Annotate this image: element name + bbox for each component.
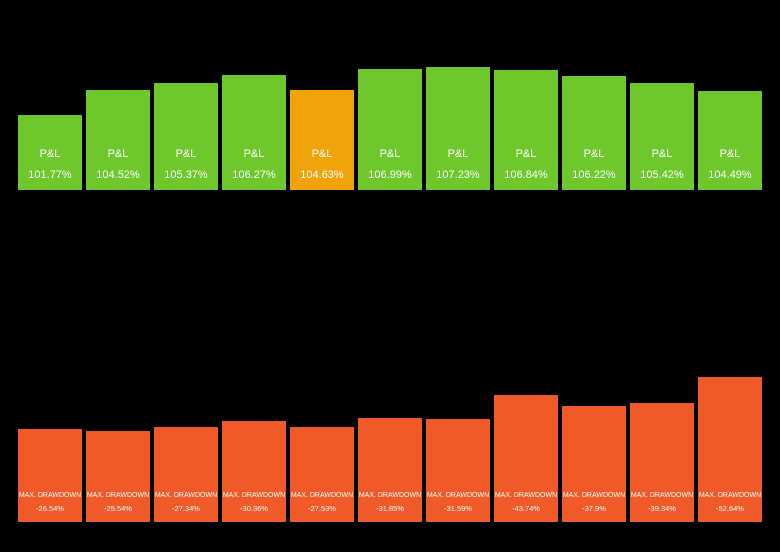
- pnl-bar: P&L 106.27%: [222, 75, 286, 190]
- pnl-bar-label: P&L: [108, 147, 129, 161]
- pnl-bar: P&L 104.52%: [86, 90, 150, 190]
- drawdown-bar: MAX. DRAWDOWN -31.85%: [358, 418, 422, 522]
- pnl-bar-label: P&L: [448, 147, 469, 161]
- pnl-bar-label: P&L: [584, 147, 605, 161]
- pnl-bar-value: 106.84%: [504, 168, 547, 182]
- drawdown-bar-value: -27.53%: [308, 504, 336, 514]
- pnl-bar-value: 105.42%: [640, 168, 683, 182]
- pnl-bar-label: P&L: [380, 147, 401, 161]
- drawdown-bar-label: MAX. DRAWDOWN: [19, 491, 81, 500]
- pnl-bar-label: P&L: [40, 147, 61, 161]
- pnl-bar: P&L 106.84%: [494, 70, 558, 190]
- drawdown-bar-label: MAX. DRAWDOWN: [699, 491, 761, 500]
- pnl-bar-label: P&L: [720, 147, 741, 161]
- drawdown-bar-label: MAX. DRAWDOWN: [631, 491, 693, 500]
- pnl-bar: P&L 101.77%: [18, 115, 82, 190]
- drawdown-bar: MAX. DRAWDOWN -27.53%: [290, 427, 354, 522]
- pnl-bar: P&L 104.49%: [698, 91, 762, 190]
- drawdown-bar: MAX. DRAWDOWN -39.34%: [630, 403, 694, 522]
- drawdown-bar-value: -52.64%: [716, 504, 744, 514]
- drawdown-bar-value: -25.54%: [104, 504, 132, 514]
- drawdown-bar: MAX. DRAWDOWN -30.36%: [222, 421, 286, 522]
- pnl-bar: P&L 106.22%: [562, 76, 626, 190]
- pnl-bar-label: P&L: [312, 147, 333, 161]
- drawdown-bar-value: -39.34%: [648, 504, 676, 514]
- pnl-bar: P&L 106.99%: [358, 69, 422, 190]
- drawdown-bar-value: -30.36%: [240, 504, 268, 514]
- pnl-bar: P&L 105.37%: [154, 83, 218, 190]
- dual-bar-chart: P&L 101.77% P&L 104.52% P&L 105.37% P&L 106.27%…: [0, 0, 780, 552]
- pnl-bar-label: P&L: [176, 147, 197, 161]
- pnl-bar-label: P&L: [244, 147, 265, 161]
- drawdown-bar-label: MAX. DRAWDOWN: [563, 491, 625, 500]
- pnl-bar-value: 104.52%: [96, 168, 139, 182]
- drawdown-bar-value: -31.85%: [376, 504, 404, 514]
- pnl-bar-row: P&L 101.77% P&L 104.52% P&L 105.37% P&L 106.27%…: [18, 60, 762, 190]
- drawdown-bar-label: MAX. DRAWDOWN: [291, 491, 353, 500]
- pnl-bar-value: 106.99%: [368, 168, 411, 182]
- drawdown-bar-label: MAX. DRAWDOWN: [87, 491, 149, 500]
- drawdown-bar: MAX. DRAWDOWN -26.54%: [18, 429, 82, 522]
- pnl-bar: P&L 104.63%: [290, 90, 354, 191]
- drawdown-bar: MAX. DRAWDOWN -37.9%: [562, 406, 626, 522]
- drawdown-bar: MAX. DRAWDOWN -43.74%: [494, 395, 558, 522]
- pnl-bar-value: 106.22%: [572, 168, 615, 182]
- drawdown-bar-value: -43.74%: [512, 504, 540, 514]
- pnl-bar-value: 106.27%: [232, 168, 275, 182]
- pnl-bar-value: 104.63%: [300, 168, 343, 182]
- drawdown-bar-value: -27.34%: [172, 504, 200, 514]
- pnl-bar-label: P&L: [652, 147, 673, 161]
- drawdown-bar-value: -31.59%: [444, 504, 472, 514]
- drawdown-bar: MAX. DRAWDOWN -31.59%: [426, 419, 490, 522]
- drawdown-bar-label: MAX. DRAWDOWN: [495, 491, 557, 500]
- drawdown-bar-label: MAX. DRAWDOWN: [427, 491, 489, 500]
- drawdown-bar: MAX. DRAWDOWN -27.34%: [154, 427, 218, 522]
- drawdown-bar: MAX. DRAWDOWN -52.64%: [698, 377, 762, 522]
- pnl-bar: P&L 105.42%: [630, 83, 694, 190]
- drawdown-bar-row: MAX. DRAWDOWN -26.54% MAX. DRAWDOWN -25.54%…: [18, 362, 762, 522]
- pnl-bar: P&L 107.23%: [426, 67, 490, 190]
- pnl-bar-value: 105.37%: [164, 168, 207, 182]
- pnl-bar-label: P&L: [516, 147, 537, 161]
- drawdown-bar-label: MAX. DRAWDOWN: [359, 491, 421, 500]
- drawdown-bar: MAX. DRAWDOWN -25.54%: [86, 431, 150, 522]
- pnl-bar-value: 101.77%: [28, 168, 71, 182]
- drawdown-bar-value: -26.54%: [36, 504, 64, 514]
- drawdown-bar-label: MAX. DRAWDOWN: [223, 491, 285, 500]
- pnl-bar-value: 104.49%: [708, 168, 751, 182]
- drawdown-bar-label: MAX. DRAWDOWN: [155, 491, 217, 500]
- drawdown-bar-value: -37.9%: [582, 504, 606, 514]
- pnl-bar-value: 107.23%: [436, 168, 479, 182]
